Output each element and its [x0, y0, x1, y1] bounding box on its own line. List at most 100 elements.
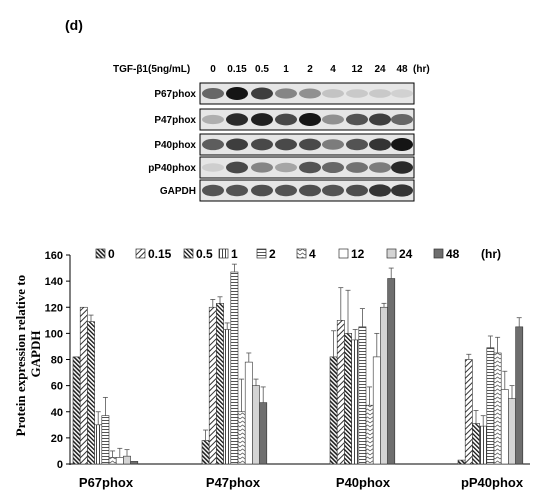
lane-label-2: 2 — [307, 64, 313, 75]
blot-band — [202, 114, 224, 125]
legend-label: 1 — [231, 247, 238, 261]
western-blot: TGF-β1(5ng/mL) 0 0.15 0.5 1 2 4 12 24 48 (hr) P6… — [113, 64, 430, 202]
blot-band — [322, 184, 344, 197]
legend-unit: (hr) — [481, 247, 501, 261]
blot-band — [202, 88, 224, 99]
y-axis-label: Protein expression relative to GAPDH — [13, 272, 43, 437]
blot-row-label: GAPDH — [160, 186, 196, 197]
bar-p67phox-24hr — [123, 455, 131, 465]
x-label-p67phox: P67phox — [79, 475, 134, 490]
treatment-label: TGF-β1(5ng/mL) — [113, 64, 190, 75]
blot-band — [346, 138, 368, 151]
time-unit-label: (hr) — [413, 64, 430, 75]
blot-row-label: P47phox — [154, 115, 196, 126]
blot-band — [369, 138, 391, 151]
legend-swatch — [218, 248, 229, 259]
blot-row-label: P40phox — [154, 140, 196, 151]
legend-label: 0.5 — [196, 247, 213, 261]
blot-band — [346, 184, 368, 197]
blot-row-p67phox: P67phox — [154, 82, 415, 105]
blot-band — [391, 114, 413, 125]
blot-band — [226, 184, 248, 197]
blot-row-label: pP40phox — [148, 163, 196, 174]
bar-p40phox-0.5hr — [344, 333, 352, 465]
bar-p47phox-4hr — [237, 411, 246, 465]
legend-item-24hr: 24 — [386, 247, 413, 261]
blot-row-p40phox: P40phox — [154, 133, 415, 156]
bar-pp40phox-48hr — [515, 326, 524, 465]
blot-band — [202, 184, 224, 197]
blot-band — [369, 162, 391, 173]
blot-band — [202, 163, 224, 172]
blot-band — [322, 89, 344, 98]
legend-swatch — [183, 248, 194, 259]
blot-band — [226, 113, 248, 126]
legend-item-0hr: 0 — [95, 247, 115, 261]
bar-p47phox-24hr — [252, 385, 260, 465]
lane-label-0.5: 0.5 — [255, 64, 269, 75]
blot-band — [391, 138, 413, 151]
blot-band — [251, 113, 273, 126]
legend-label: 0.15 — [148, 247, 172, 261]
blot-band — [251, 87, 273, 100]
bar-p47phox-0.15hr — [208, 306, 217, 465]
bar-p67phox-0.5hr — [87, 321, 95, 465]
blot-row-gapdh: GAPDH — [160, 179, 415, 202]
y-tick-label: 40 — [51, 407, 63, 419]
blot-band — [275, 113, 297, 126]
bar-pp40phox-1hr — [479, 425, 488, 465]
bar-pp40phox-0.5hr — [472, 423, 480, 465]
bar-p47phox-1hr — [223, 329, 232, 465]
blot-band — [226, 161, 248, 174]
bar-p67phox-0.15hr — [79, 306, 88, 465]
bar-p40phox-24hr — [380, 306, 388, 465]
bar-p40phox-12hr — [372, 356, 381, 465]
blot-band — [369, 184, 391, 197]
legend-item-12hr: 12 — [338, 247, 365, 261]
bar-p40phox-48hr — [387, 278, 396, 465]
bar-p67phox-2hr — [101, 415, 110, 465]
bar-p47phox-48hr — [259, 402, 268, 465]
blot-band — [226, 138, 248, 151]
x-category-labels: P67phox P47phox P40phox pP40phox — [79, 475, 524, 490]
y-tick-label: 0 — [57, 459, 63, 471]
blot-band — [369, 89, 391, 98]
x-label-pp40phox: pP40phox — [461, 475, 524, 490]
y-tick-label: 100 — [45, 328, 63, 340]
blot-band — [391, 89, 413, 98]
y-tick-label: 80 — [51, 355, 63, 367]
y-axis-label-line2: GAPDH — [28, 331, 43, 378]
bar-p47phox-0.5hr — [216, 303, 224, 465]
panel-label: (d) — [65, 17, 83, 33]
bar-group-p40phox — [329, 267, 396, 465]
legend-label: 12 — [351, 247, 365, 261]
lane-label-0: 0 — [210, 64, 216, 75]
legend-swatch — [296, 248, 307, 259]
legend-item-0.15hr: 0.15 — [135, 247, 172, 261]
bar-group-p67phox — [72, 306, 139, 465]
y-tick-label: 160 — [45, 250, 63, 262]
bar-pp40phox-0hr — [457, 459, 466, 465]
y-axis-label-line1: Protein expression relative to — [13, 275, 28, 436]
lane-label-1: 1 — [283, 64, 289, 75]
lane-label-4: 4 — [330, 64, 336, 75]
blot-band — [299, 138, 321, 151]
legend-item-4hr: 4 — [296, 247, 316, 261]
bar-chart: Protein expression relative to GAPDH 020… — [13, 247, 530, 490]
y-tick-label: 20 — [51, 433, 63, 445]
blot-band — [251, 162, 273, 173]
blot-band — [299, 161, 321, 174]
bar-pp40phox-2hr — [486, 347, 495, 465]
y-tick-label: 140 — [45, 276, 63, 288]
legend-label: 48 — [446, 247, 460, 261]
legend-item-2hr: 2 — [256, 247, 276, 261]
lane-label-24: 24 — [374, 64, 386, 75]
blot-rows: P67phox P47phox P40phox pP40phox GAPDH — [148, 82, 415, 202]
blot-band — [251, 184, 273, 197]
bar-p40phox-1hr — [351, 339, 360, 465]
legend-label: 0 — [108, 247, 115, 261]
blot-band — [346, 162, 368, 173]
legend-swatch — [95, 248, 106, 259]
bar-pp40phox-24hr — [508, 398, 516, 465]
bar-p40phox-0hr — [329, 356, 338, 465]
